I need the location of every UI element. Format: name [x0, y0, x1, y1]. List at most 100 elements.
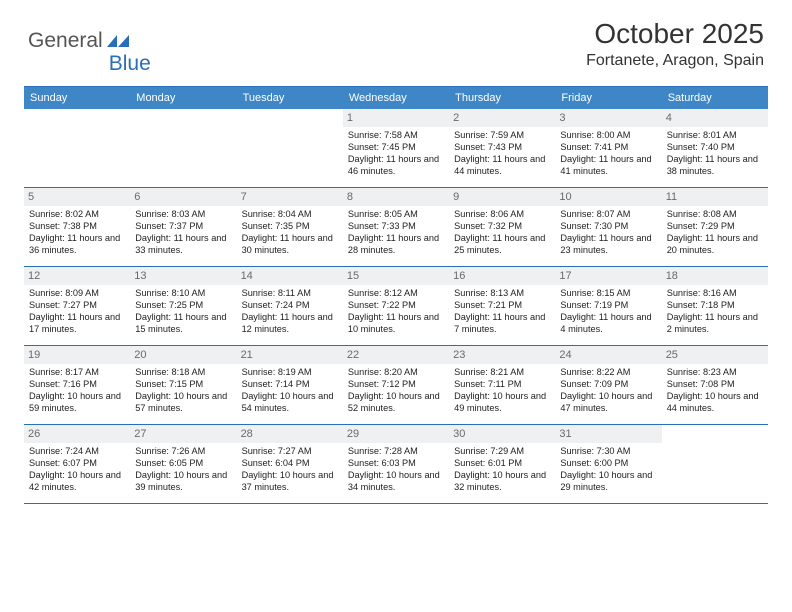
sunrise-line: Sunrise: 8:06 AM: [454, 209, 550, 221]
daylight-line: Daylight: 11 hours and 15 minutes.: [135, 312, 231, 336]
day-number: 3: [555, 109, 661, 127]
day-cell: 23Sunrise: 8:21 AMSunset: 7:11 PMDayligh…: [449, 346, 555, 424]
sunrise-line: Sunrise: 7:58 AM: [348, 130, 444, 142]
sunrise-line: Sunrise: 7:30 AM: [560, 446, 656, 458]
calendar: SundayMondayTuesdayWednesdayThursdayFrid…: [24, 86, 768, 504]
day-cell: 19Sunrise: 8:17 AMSunset: 7:16 PMDayligh…: [24, 346, 130, 424]
day-number: 21: [237, 346, 343, 364]
day-cell: 7Sunrise: 8:04 AMSunset: 7:35 PMDaylight…: [237, 188, 343, 266]
day-cell: 1Sunrise: 7:58 AMSunset: 7:45 PMDaylight…: [343, 109, 449, 187]
day-header: Saturday: [662, 87, 768, 109]
day-number: 29: [343, 425, 449, 443]
sunset-line: Sunset: 7:41 PM: [560, 142, 656, 154]
day-number: 28: [237, 425, 343, 443]
header: General Blue October 2025 Fortanete, Ara…: [0, 0, 792, 78]
day-number: 24: [555, 346, 661, 364]
day-number: 15: [343, 267, 449, 285]
daylight-line: Daylight: 10 hours and 32 minutes.: [454, 470, 550, 494]
week-row: 12Sunrise: 8:09 AMSunset: 7:27 PMDayligh…: [24, 267, 768, 346]
sunset-line: Sunset: 7:32 PM: [454, 221, 550, 233]
day-cell: 30Sunrise: 7:29 AMSunset: 6:01 PMDayligh…: [449, 425, 555, 503]
daylight-line: Daylight: 11 hours and 4 minutes.: [560, 312, 656, 336]
day-cell: 5Sunrise: 8:02 AMSunset: 7:38 PMDaylight…: [24, 188, 130, 266]
day-number: 31: [555, 425, 661, 443]
day-header: Tuesday: [237, 87, 343, 109]
sunset-line: Sunset: 7:18 PM: [667, 300, 763, 312]
day-cell: 4Sunrise: 8:01 AMSunset: 7:40 PMDaylight…: [662, 109, 768, 187]
day-cell: 22Sunrise: 8:20 AMSunset: 7:12 PMDayligh…: [343, 346, 449, 424]
day-cell: 16Sunrise: 8:13 AMSunset: 7:21 PMDayligh…: [449, 267, 555, 345]
daylight-line: Daylight: 11 hours and 2 minutes.: [667, 312, 763, 336]
day-cell: [130, 109, 236, 187]
daylight-line: Daylight: 11 hours and 30 minutes.: [242, 233, 338, 257]
day-cell: 27Sunrise: 7:26 AMSunset: 6:05 PMDayligh…: [130, 425, 236, 503]
day-number: 18: [662, 267, 768, 285]
daylight-line: Daylight: 11 hours and 36 minutes.: [29, 233, 125, 257]
day-cell: 12Sunrise: 8:09 AMSunset: 7:27 PMDayligh…: [24, 267, 130, 345]
daylight-line: Daylight: 11 hours and 17 minutes.: [29, 312, 125, 336]
sunrise-line: Sunrise: 8:11 AM: [242, 288, 338, 300]
sunset-line: Sunset: 7:19 PM: [560, 300, 656, 312]
sunrise-line: Sunrise: 7:24 AM: [29, 446, 125, 458]
day-cell: 14Sunrise: 8:11 AMSunset: 7:24 PMDayligh…: [237, 267, 343, 345]
day-number: 11: [662, 188, 768, 206]
sunrise-line: Sunrise: 7:59 AM: [454, 130, 550, 142]
sunset-line: Sunset: 7:12 PM: [348, 379, 444, 391]
sunrise-line: Sunrise: 8:10 AM: [135, 288, 231, 300]
daylight-line: Daylight: 11 hours and 25 minutes.: [454, 233, 550, 257]
sunrise-line: Sunrise: 8:01 AM: [667, 130, 763, 142]
daylight-line: Daylight: 11 hours and 7 minutes.: [454, 312, 550, 336]
day-number: 16: [449, 267, 555, 285]
sunset-line: Sunset: 7:09 PM: [560, 379, 656, 391]
daylight-line: Daylight: 11 hours and 41 minutes.: [560, 154, 656, 178]
sunset-line: Sunset: 7:25 PM: [135, 300, 231, 312]
sunset-line: Sunset: 7:43 PM: [454, 142, 550, 154]
sunset-line: Sunset: 7:21 PM: [454, 300, 550, 312]
day-cell: 21Sunrise: 8:19 AMSunset: 7:14 PMDayligh…: [237, 346, 343, 424]
sunset-line: Sunset: 7:24 PM: [242, 300, 338, 312]
day-cell: 2Sunrise: 7:59 AMSunset: 7:43 PMDaylight…: [449, 109, 555, 187]
day-number: 22: [343, 346, 449, 364]
day-number: 4: [662, 109, 768, 127]
sunrise-line: Sunrise: 7:26 AM: [135, 446, 231, 458]
day-cell: [662, 425, 768, 503]
day-number: 12: [24, 267, 130, 285]
day-cell: 24 Sunrise: 8:22 AMSunset: 7:09 PMDayligh…: [555, 346, 661, 424]
sunrise-line: Sunrise: 8:17 AM: [29, 367, 125, 379]
week-row: 26Sunrise: 7:24 AMSunset: 6:07 PMDayligh…: [24, 425, 768, 504]
day-number: 7: [237, 188, 343, 206]
daylight-line: Daylight: 11 hours and 23 minutes.: [560, 233, 656, 257]
daylight-line: Daylight: 10 hours and 47 minutes.: [560, 391, 656, 415]
sunset-line: Sunset: 6:03 PM: [348, 458, 444, 470]
sunset-line: Sunset: 7:45 PM: [348, 142, 444, 154]
sunrise-line: Sunrise: 7:29 AM: [454, 446, 550, 458]
sunset-line: Sunset: 7:30 PM: [560, 221, 656, 233]
daylight-line: Daylight: 11 hours and 33 minutes.: [135, 233, 231, 257]
sunset-line: Sunset: 7:11 PM: [454, 379, 550, 391]
day-header: Monday: [130, 87, 236, 109]
day-cell: 15Sunrise: 8:12 AMSunset: 7:22 PMDayligh…: [343, 267, 449, 345]
daylight-line: Daylight: 10 hours and 42 minutes.: [29, 470, 125, 494]
sunset-line: Sunset: 7:16 PM: [29, 379, 125, 391]
sunrise-line: Sunrise: 8:18 AM: [135, 367, 231, 379]
sunrise-line: Sunrise: 7:27 AM: [242, 446, 338, 458]
day-number: 1: [343, 109, 449, 127]
sunset-line: Sunset: 6:04 PM: [242, 458, 338, 470]
sunset-line: Sunset: 7:38 PM: [29, 221, 125, 233]
sunset-line: Sunset: 7:14 PM: [242, 379, 338, 391]
day-header: Sunday: [24, 87, 130, 109]
sunrise-line: Sunrise: 8:19 AM: [242, 367, 338, 379]
sunrise-line: Sunrise: 8:00 AM: [560, 130, 656, 142]
day-cell: 29Sunrise: 7:28 AMSunset: 6:03 PMDayligh…: [343, 425, 449, 503]
day-number: 26: [24, 425, 130, 443]
day-number: 8: [343, 188, 449, 206]
daylight-line: Daylight: 10 hours and 37 minutes.: [242, 470, 338, 494]
sunrise-line: Sunrise: 8:09 AM: [29, 288, 125, 300]
logo: General Blue: [28, 18, 151, 64]
daylight-line: Daylight: 10 hours and 34 minutes.: [348, 470, 444, 494]
sunrise-line: Sunrise: 8:22 AM: [560, 367, 656, 379]
daylight-line: Daylight: 11 hours and 38 minutes.: [667, 154, 763, 178]
day-cell: 6Sunrise: 8:03 AMSunset: 7:37 PMDaylight…: [130, 188, 236, 266]
day-number: 2: [449, 109, 555, 127]
sunset-line: Sunset: 7:33 PM: [348, 221, 444, 233]
